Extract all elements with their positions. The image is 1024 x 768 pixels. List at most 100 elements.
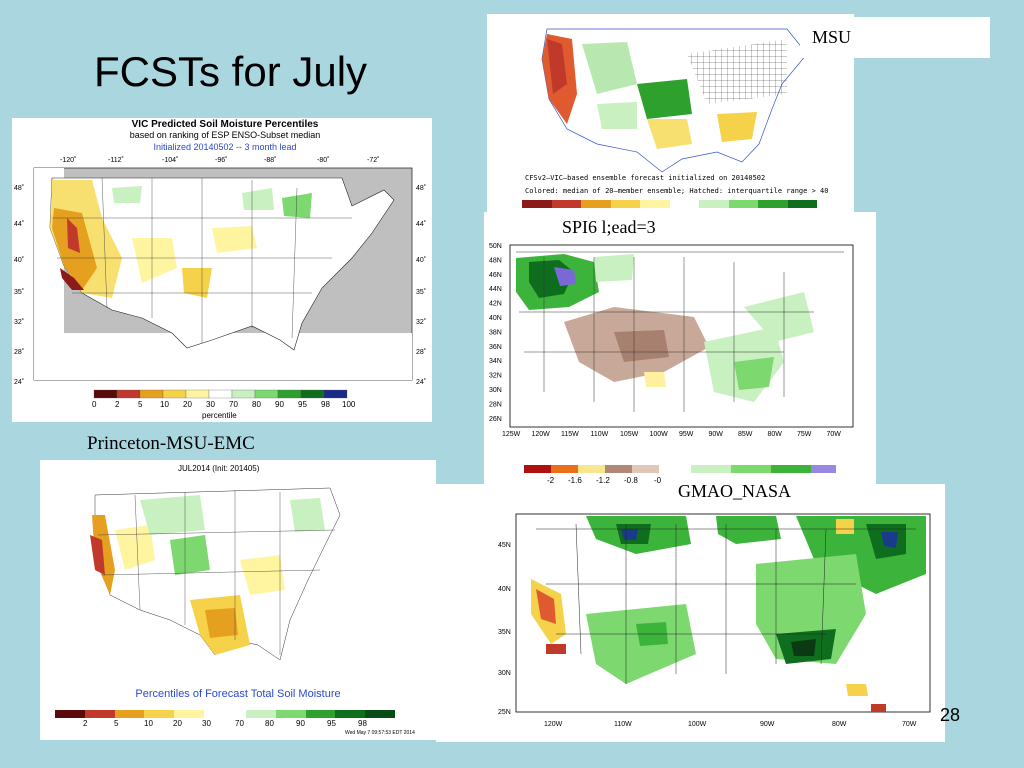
spi-lon-label: 95W (679, 431, 694, 438)
vic-lon-label: -112˚ (108, 156, 124, 164)
vic-lon-label: -88˚ (264, 156, 276, 164)
spi-lon-labels: 125W 120W 115W 110W 105W 100W 95W 90W 85W 80W 75W 7… (502, 431, 841, 438)
gmao-lat-label: 25N (498, 709, 511, 716)
pme-legend-label: 98 (358, 719, 367, 728)
spi-lon-label: 70W (827, 431, 842, 438)
vic-legend-swatch (208, 389, 233, 399)
gmao-lat-label: 40N (498, 586, 511, 593)
spi-lat-label: 28N (489, 401, 502, 408)
vic-legend-label: 80 (252, 400, 261, 409)
spi-lon-label: 120W (532, 431, 551, 438)
pme-map (90, 487, 341, 661)
vic-lat-label: 35˚ (416, 288, 426, 296)
gmao-lon-label: 110W (614, 721, 632, 728)
pme-map-panel: JUL2014 (Init: 201405) Percentiles of Fo… (40, 460, 436, 740)
vic-title: VIC Predicted Soil Moisture Percentiles (131, 119, 319, 130)
vic-legend-label: 30 (206, 400, 215, 409)
spi-lon-label: 80W (768, 431, 783, 438)
msu-caption-2: Colored: median of 20–member ensemble; H… (525, 187, 829, 195)
vic-lon-labels: -120˚ -112˚ -104˚ -96˚ -88˚ -80˚ -72˚ (60, 156, 379, 164)
spi-lat-label: 48N (489, 257, 502, 264)
pme-legend-label: 2 (83, 719, 88, 728)
vic-lat-label: 48˚ (14, 184, 24, 192)
spi-lat-label: 40N (489, 315, 502, 322)
vic-legend-label: 98 (321, 400, 330, 409)
spi-legend-label: -0.8 (624, 476, 638, 484)
msu-map-panel: CFSv2–VIC–based ensemble forecast initia… (487, 14, 854, 212)
pme-legend-label: 5 (114, 719, 119, 728)
gmao-lat-labels: 45N 40N 35N 30N 25N (498, 542, 511, 716)
vic-lon-label: -80˚ (317, 156, 329, 164)
gmao-map-panel: 45N 40N 35N 30N 25N 120W 110W 100W 90W 8… (436, 484, 945, 742)
vic-legend-label: 90 (275, 400, 284, 409)
spi-lat-label: 30N (489, 387, 502, 394)
spi-legend-label: -1.2 (596, 476, 610, 484)
vic-lon-label: -96˚ (215, 156, 227, 164)
spi-lat-label: 44N (489, 286, 502, 293)
pme-legend-label: 70 (235, 719, 244, 728)
msu-legend-bar (522, 200, 817, 208)
vic-legend-label: 2 (115, 400, 120, 409)
spi-lon-label: 75W (797, 431, 812, 438)
vic-lat-labels: 48˚ 44˚ 40˚ 35˚ 32˚ 28˚ 24˚ 48˚ 44˚ 40˚ … (14, 184, 426, 386)
gmao-lat-label: 30N (498, 670, 511, 677)
vic-legend-label: 100 (342, 400, 356, 409)
pme-caption: Percentiles of Forecast Total Soil Moist… (135, 688, 341, 700)
spi-map-panel: SPI6 l;ead=3 50N 48N 46N 44N 42N 40N 38N 36N 34N… (484, 212, 876, 484)
vic-legend-swatch (93, 389, 118, 399)
vic-lat-label: 32˚ (14, 318, 24, 326)
vic-legend-swatch (162, 389, 187, 399)
spi-lat-label: 34N (489, 358, 502, 365)
vic-lat-label: 28˚ (416, 348, 426, 356)
gmao-lon-label: 90W (760, 721, 775, 728)
spi-legend-bar (524, 465, 836, 473)
vic-legend-label: 95 (298, 400, 307, 409)
gmao-lat-label: 45N (498, 542, 511, 549)
spi-lat-label: 32N (489, 373, 502, 380)
spi-lat-label: 50N (489, 243, 502, 250)
gmao-lon-label: 70W (902, 721, 917, 728)
gmao-lon-labels: 120W 110W 100W 90W 80W 70W (544, 721, 917, 728)
spi-lon-label: 115W (561, 431, 579, 438)
spi-legend-label: -2 (547, 476, 555, 484)
pme-label: Princeton-MSU-EMC (87, 433, 255, 454)
spi-lat-label: 26N (489, 416, 502, 423)
slide-number: 28 (940, 705, 961, 725)
vic-lat-label: 35˚ (14, 288, 24, 296)
vic-lat-label: 24˚ (416, 378, 426, 386)
spi-lon-label: 100W (650, 431, 669, 438)
vic-legend-label: 10 (160, 400, 169, 409)
vic-init: Initialized 20140502 -- 3 month lead (153, 142, 297, 152)
spi-lat-label: 36N (489, 344, 502, 351)
vic-lat-label: 44˚ (14, 220, 24, 228)
spi-label: SPI6 l;ead=3 (562, 217, 656, 237)
gmao-lon-label: 100W (688, 721, 707, 728)
vic-legend-labels: 0 2 5 10 20 30 70 80 90 95 98 100 percen… (92, 400, 356, 420)
pme-legend-label: 10 (144, 719, 153, 728)
vic-legend-swatch (254, 389, 279, 399)
vic-legend-swatch (139, 389, 164, 399)
gmao-map: 45N 40N 35N 30N 25N 120W 110W 100W 90W 8… (498, 513, 931, 728)
pme-legend-bar (55, 710, 396, 718)
pme-legend-labels: 2 5 10 20 30 70 80 90 95 98 (83, 719, 367, 728)
pme-footer: Wed May 7 09:57:53 EDT 2014 (345, 730, 415, 736)
pme-legend-label: 30 (202, 719, 211, 728)
pme-legend-label: 95 (327, 719, 336, 728)
spi-map: 50N48N46N44N42N40N38N36N34N32N30N28N26N … (489, 243, 854, 484)
spi-lon-label: 85W (738, 431, 753, 438)
vic-legend-unit: percentile (202, 411, 237, 420)
vic-lat-label: 28˚ (14, 348, 24, 356)
vic-lat-label: 40˚ (416, 256, 426, 264)
spi-legend-label: -0 (654, 476, 662, 484)
vic-lon-label: -72˚ (367, 156, 379, 164)
gmao-lon-label: 80W (832, 721, 847, 728)
spi-lat-label: 42N (489, 301, 502, 308)
vic-lon-label: -120˚ (60, 156, 76, 164)
pme-legend-label: 20 (173, 719, 182, 728)
spi-lat-label: 38N (489, 329, 502, 336)
vic-lat-label: 24˚ (14, 378, 24, 386)
vic-legend-swatch (300, 389, 325, 399)
vic-legend-swatch (185, 389, 210, 399)
vic-subtitle: based on ranking of ESP ENSO-Subset medi… (129, 130, 321, 140)
vic-lon-label: -104˚ (162, 156, 178, 164)
